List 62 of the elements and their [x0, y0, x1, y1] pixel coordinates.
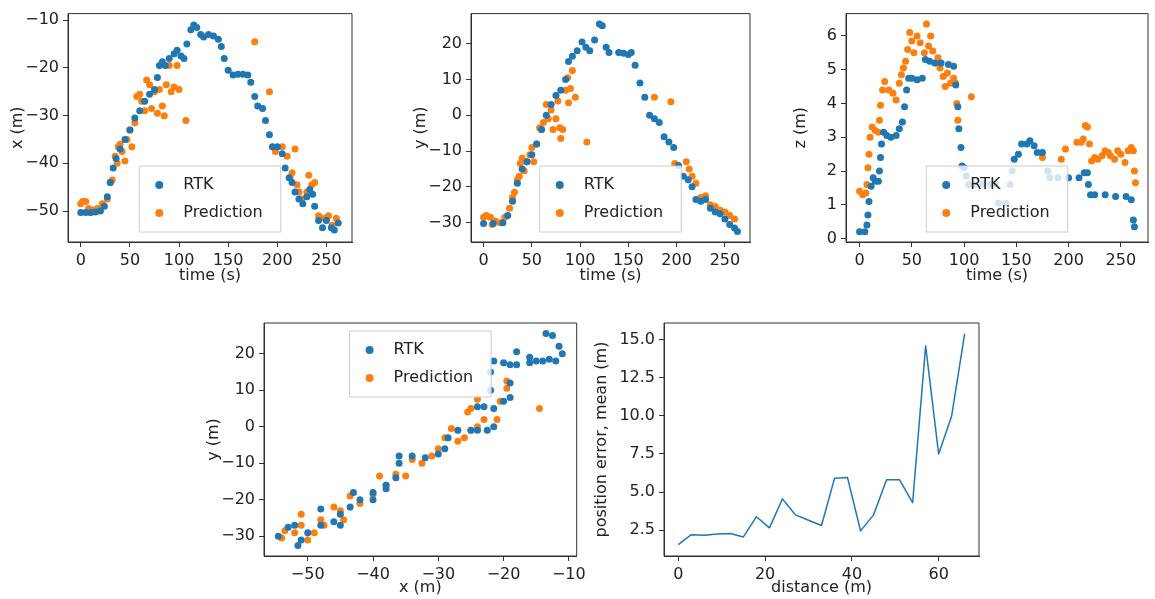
legend-label: RTK: [970, 174, 1001, 194]
legend-label: RTK: [393, 339, 425, 359]
legend-label: RTK: [183, 174, 214, 194]
legend-label: Prediction: [183, 202, 263, 222]
y-tick-label: 5.0: [629, 481, 655, 501]
y-tick-label: −30: [25, 104, 59, 124]
x-tick-label: 50: [521, 249, 542, 269]
x-tick-label: 20: [754, 563, 776, 583]
x-tick-label: −20: [486, 563, 521, 583]
x-tick-label: 50: [119, 249, 141, 269]
x-tick-label: 50: [901, 249, 923, 269]
x-tick-label: 0: [478, 249, 489, 269]
legend-label: Prediction: [970, 202, 1050, 222]
y-tick-label: 4: [826, 92, 837, 112]
y-tick-label: 10: [234, 379, 255, 399]
y-tick-label: 0: [244, 415, 255, 435]
y-axis-title: x (m): [6, 106, 26, 150]
legend-label: Prediction: [583, 202, 664, 222]
y-tick-label: 1: [826, 193, 837, 213]
x-tick-label: 0: [75, 249, 86, 269]
y-axis-title: z (m): [789, 107, 809, 149]
x-tick-label: 60: [928, 563, 949, 583]
x-tick-label: 250: [1105, 249, 1137, 269]
x-tick-label: 250: [709, 249, 741, 269]
y-tick-label: 0: [451, 104, 462, 124]
y-tick-label: −20: [221, 488, 255, 508]
y-tick-label: 6: [826, 25, 837, 45]
y-tick-label: 20: [441, 32, 462, 52]
y-tick-label: 12.5: [619, 366, 655, 386]
y-axis-title: y (m): [409, 106, 429, 150]
x-tick-label: 200: [1053, 249, 1084, 269]
x-tick-label: −50: [290, 563, 325, 583]
x-tick-label: 200: [262, 249, 293, 269]
x-tick-label: 250: [311, 249, 342, 269]
y-tick-label: 0: [826, 227, 837, 247]
y-tick-label: −40: [25, 152, 59, 172]
y-tick-label: −20: [428, 176, 462, 196]
y-tick-label: 3: [826, 126, 837, 146]
y-tick-label: −10: [25, 9, 59, 29]
y-tick-label: 10.0: [619, 405, 655, 425]
x-tick-label: 0: [673, 563, 684, 583]
y-tick-label: 7.5: [629, 443, 655, 463]
y-tick-label: 2: [826, 160, 837, 180]
y-tick-label: −50: [25, 200, 59, 220]
y-tick-label: 10: [441, 68, 462, 88]
y-tick-label: 5: [826, 58, 837, 78]
y-tick-label: −30: [221, 525, 255, 545]
y-tick-label: 20: [234, 342, 255, 362]
y-axis-title: y (m): [202, 418, 222, 461]
y-tick-label: −20: [25, 57, 59, 77]
y-tick-label: 15.0: [619, 328, 655, 348]
y-axis-title: position error, mean (m): [590, 341, 610, 538]
x-tick-label: 0: [854, 249, 865, 269]
legend-label: Prediction: [393, 367, 474, 387]
y-tick-label: −30: [428, 211, 462, 231]
y-tick-label: −10: [428, 140, 462, 160]
x-tick-label: −40: [356, 563, 390, 583]
y-tick-label: −10: [221, 452, 255, 472]
legend-label: RTK: [583, 174, 615, 194]
x-tick-label: 200: [661, 249, 692, 269]
y-tick-label: 2.5: [629, 519, 655, 539]
x-tick-label: −10: [551, 563, 586, 583]
